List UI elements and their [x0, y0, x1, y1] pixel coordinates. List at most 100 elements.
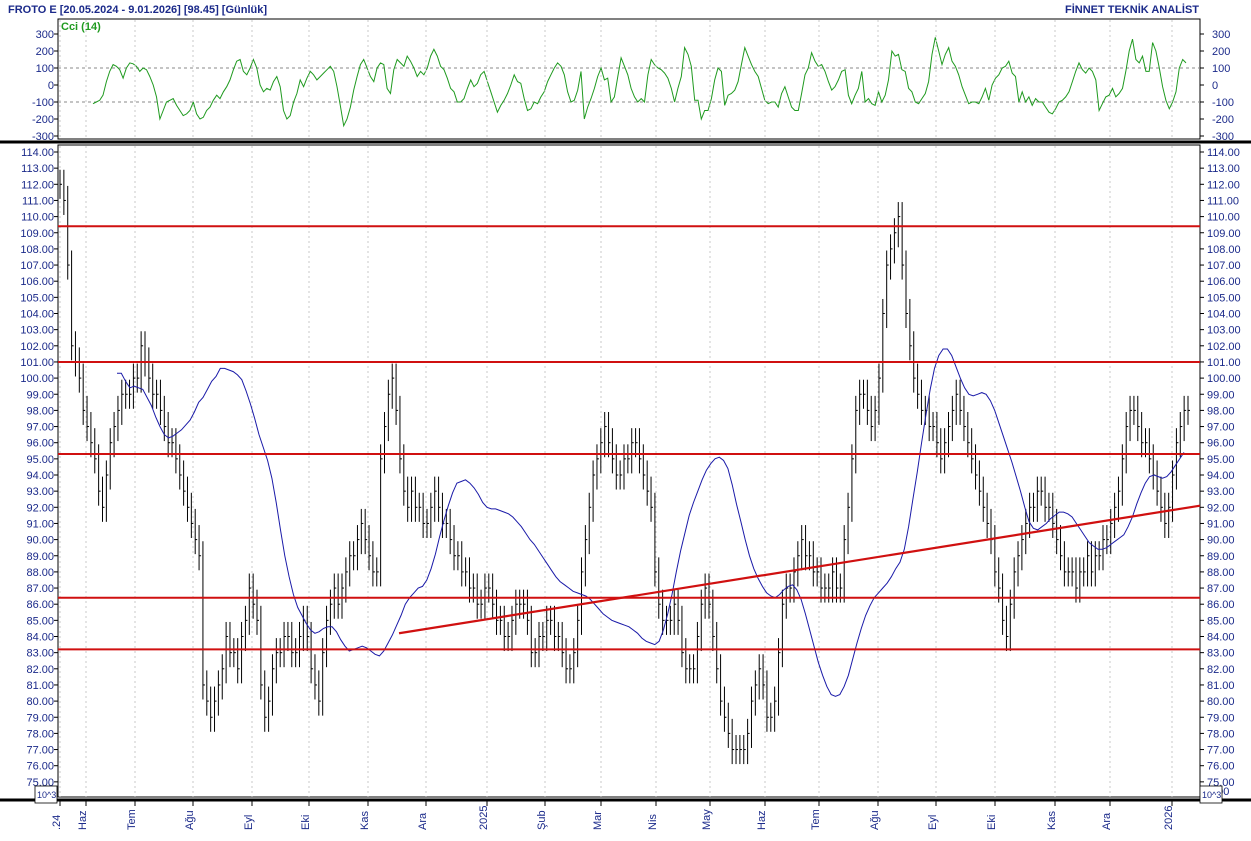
chart-header-right: FİNNET TEKNİK ANALİST	[1065, 3, 1199, 16]
price-tick-label-right: 93.00	[1207, 486, 1235, 498]
price-tick-label-left: 76.00	[26, 761, 54, 773]
price-tick-label-right: 81.00	[1207, 680, 1235, 692]
price-bars	[59, 169, 1190, 765]
price-tick-label-right: 97.00	[1207, 422, 1235, 434]
cci-panel	[57, 18, 1201, 140]
price-tick-label-left: 94.00	[26, 470, 54, 482]
cci-tick-label-left: -100	[32, 97, 54, 109]
price-tick-label-left: 89.00	[26, 551, 54, 563]
price-tick-label-right: 78.00	[1207, 728, 1235, 740]
cci-tick-label-right: 0	[1212, 80, 1218, 92]
price-tick-label-left: 84.00	[26, 632, 54, 644]
exponent-label-right: 10^3	[1202, 790, 1221, 800]
price-tick-label-left: 105.00	[20, 292, 54, 304]
cci-tick-label-left: 300	[36, 29, 54, 41]
price-tick-label-right: 85.00	[1207, 615, 1235, 627]
price-tick-label-right: 82.00	[1207, 664, 1235, 676]
price-tick-label-left: 114.00	[21, 147, 54, 159]
cci-tick-label-right: -300	[1212, 131, 1234, 143]
cci-tick-label-left: 200	[36, 46, 54, 58]
price-tick-label-right: 76.00	[1207, 761, 1235, 773]
price-tick-label-right: 108.00	[1207, 244, 1241, 256]
price-tick-label-left: 109.00	[20, 228, 54, 240]
price-tick-label-left: 101.00	[20, 357, 54, 369]
price-tick-label-right: 106.00	[1207, 276, 1241, 288]
price-tick-label-right: 91.00	[1207, 518, 1235, 530]
price-tick-label-right: 88.00	[1207, 567, 1235, 579]
x-tick-label: Tem	[810, 809, 822, 830]
price-tick-label-left: 82.00	[26, 664, 54, 676]
price-grid	[59, 20, 1173, 797]
price-tick-label-left: 103.00	[20, 325, 54, 337]
price-tick-label-left: 79.00	[26, 712, 54, 724]
cci-title: Cci (14)	[61, 21, 101, 33]
price-tick-label-right: 103.00	[1207, 325, 1241, 337]
x-tick-label: Şub	[536, 810, 548, 830]
price-tick-label-right: 114.00	[1207, 147, 1240, 159]
price-tick-label-right: 92.00	[1207, 502, 1235, 514]
price-y-axis: 114.00 114.00 113.00 113.00 112.00 112.00 111.…	[20, 147, 1240, 798]
price-tick-label-right: 87.00	[1207, 583, 1235, 595]
x-tick-label: 2025	[478, 806, 490, 830]
price-tick-label-left: 98.00	[26, 405, 54, 417]
price-tick-label-right: 95.00	[1207, 454, 1235, 466]
price-tick-label-right: 80.00	[1207, 696, 1235, 708]
price-tick-label-left: 95.00	[26, 454, 54, 466]
price-tick-label-right: 84.00	[1207, 632, 1235, 644]
cci-tick-label-left: 0	[48, 80, 54, 92]
cci-tick-label-right: -200	[1212, 114, 1234, 126]
price-tick-label-left: 88.00	[26, 567, 54, 579]
price-tick-label-right: 104.00	[1207, 309, 1241, 321]
exponent-box-left	[34, 785, 58, 804]
price-tick-label-right: 79.00	[1207, 712, 1235, 724]
price-tick-label-left: 110.00	[21, 212, 54, 224]
price-tick-label-left: 108.00	[20, 244, 54, 256]
price-tick-label-left: 80.00	[26, 696, 54, 708]
cci-tick-label-right: 100	[1212, 63, 1230, 75]
cci-tick-label-right: 300	[1212, 29, 1230, 41]
price-tick-label-left: 85.00	[26, 615, 54, 627]
cci-line	[92, 37, 1187, 128]
price-tick-label-right: 100.00	[1207, 373, 1241, 385]
horizontal-levels	[58, 225, 1200, 651]
moving-average-line	[117, 348, 1185, 697]
exponent-label-left: 10^3	[37, 790, 56, 800]
chart-header-left: FROTO E [20.05.2024 - 9.01.2026] [98.45]…	[8, 4, 267, 16]
x-tick-label: 2026	[1163, 806, 1175, 830]
price-tick-label-right: 96.00	[1207, 438, 1235, 450]
x-tick-label: Ara	[417, 812, 429, 830]
x-tick-label: Mar	[592, 811, 604, 830]
x-axis: .24 Haz Tem Ağu Eyl Eki Kas Ara 2025 Şub Mar Nis May…	[51, 800, 1175, 830]
price-tick-label-left: 92.00	[26, 502, 54, 514]
x-tick-label: .24	[51, 815, 63, 830]
x-tick-label: Eki	[986, 815, 998, 830]
x-tick-label: Haz	[77, 810, 89, 830]
price-tick-label-left: 96.00	[26, 438, 54, 450]
price-tick-label-right: 99.00	[1207, 389, 1235, 401]
cci-tick-label-right: 200	[1212, 46, 1230, 58]
price-tick-label-right: 112.00	[1207, 179, 1240, 191]
price-tick-label-left: 113.00	[21, 163, 54, 175]
price-tick-label-left: 107.00	[20, 260, 54, 272]
x-tick-label: May	[701, 809, 713, 830]
price-tick-label-left: 83.00	[26, 648, 54, 660]
trendline	[398, 504, 1201, 635]
price-tick-label-left: 111.00	[22, 195, 54, 207]
price-tick-label-right: 102.00	[1207, 341, 1241, 353]
price-tick-label-right: 113.00	[1207, 163, 1240, 175]
price-tick-label-left: 104.00	[20, 309, 54, 321]
price-tick-label-left: 86.00	[26, 599, 54, 611]
price-tick-label-left: 99.00	[26, 389, 54, 401]
price-tick-label-right: 107.00	[1207, 260, 1241, 272]
cci-tick-label-left: -300	[32, 131, 54, 143]
x-tick-label: Ağu	[869, 810, 881, 830]
price-tick-label-left: 93.00	[26, 486, 54, 498]
price-tick-label-left: 112.00	[21, 179, 54, 191]
price-tick-label-right: 89.00	[1207, 551, 1235, 563]
x-tick-label: Eyl	[927, 815, 939, 830]
x-tick-label: Haz	[756, 810, 768, 830]
cci-tick-label-left: -200	[32, 114, 54, 126]
x-tick-label: Kas	[1046, 811, 1058, 830]
price-tick-label-left: 78.00	[26, 728, 54, 740]
